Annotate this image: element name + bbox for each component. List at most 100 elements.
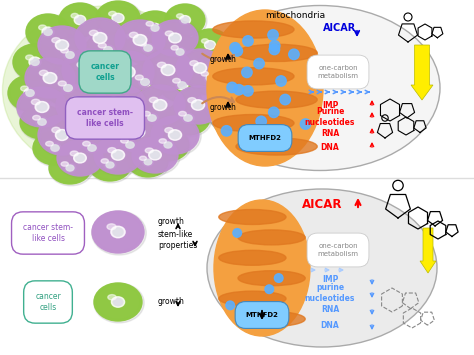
Ellipse shape [160,68,206,104]
Ellipse shape [171,131,180,138]
Ellipse shape [176,87,220,122]
Text: cancer stem-
like cells: cancer stem- like cells [23,223,73,243]
Ellipse shape [59,3,101,37]
Ellipse shape [190,61,198,66]
Ellipse shape [236,44,317,61]
Ellipse shape [136,12,174,44]
Ellipse shape [56,84,110,128]
Ellipse shape [200,5,440,170]
Ellipse shape [114,15,122,21]
Ellipse shape [121,138,128,143]
Ellipse shape [55,100,101,136]
Ellipse shape [70,131,116,167]
Ellipse shape [111,297,125,307]
Ellipse shape [26,14,70,50]
Ellipse shape [94,98,136,132]
Ellipse shape [62,49,114,91]
Ellipse shape [174,47,186,57]
Ellipse shape [149,97,158,103]
Ellipse shape [96,284,140,320]
Ellipse shape [93,33,107,44]
Ellipse shape [149,23,161,33]
Ellipse shape [93,127,107,138]
Circle shape [268,30,278,40]
Ellipse shape [57,42,66,49]
Ellipse shape [152,20,198,56]
Ellipse shape [73,153,86,163]
Ellipse shape [165,31,173,36]
Ellipse shape [89,149,131,181]
Ellipse shape [147,129,189,161]
Ellipse shape [19,88,65,126]
Circle shape [233,229,242,237]
Ellipse shape [123,68,133,76]
Ellipse shape [98,2,138,34]
Ellipse shape [174,86,224,126]
Ellipse shape [39,25,46,30]
Circle shape [274,274,283,282]
Ellipse shape [106,162,114,168]
Circle shape [243,86,253,96]
Ellipse shape [13,44,59,82]
Text: MTHFD2: MTHFD2 [248,135,282,141]
Ellipse shape [207,10,323,166]
Ellipse shape [238,271,305,286]
Ellipse shape [94,136,144,176]
Ellipse shape [94,136,142,174]
Ellipse shape [115,20,165,60]
Ellipse shape [151,152,159,158]
Ellipse shape [204,40,216,49]
Text: growth: growth [158,218,185,226]
Ellipse shape [75,18,127,60]
Ellipse shape [108,148,116,153]
Ellipse shape [122,64,170,102]
Ellipse shape [149,150,161,160]
Circle shape [276,76,286,86]
Ellipse shape [95,34,105,42]
Ellipse shape [137,87,183,124]
Ellipse shape [70,131,114,165]
Ellipse shape [153,99,167,110]
Ellipse shape [144,45,152,51]
Ellipse shape [146,21,154,26]
Ellipse shape [179,111,186,116]
Ellipse shape [82,141,91,146]
Ellipse shape [165,127,173,133]
Ellipse shape [55,40,69,50]
Ellipse shape [191,100,205,110]
Ellipse shape [161,36,200,68]
Circle shape [249,136,259,146]
Circle shape [254,58,264,69]
Ellipse shape [102,51,156,95]
Ellipse shape [92,97,138,133]
Ellipse shape [96,1,140,35]
Ellipse shape [99,79,111,89]
Ellipse shape [100,80,109,88]
Ellipse shape [133,34,147,45]
Ellipse shape [76,17,84,23]
Ellipse shape [27,15,68,49]
Ellipse shape [166,101,210,135]
Circle shape [234,84,244,95]
Ellipse shape [94,84,146,126]
Ellipse shape [109,11,116,16]
Ellipse shape [37,103,47,111]
Ellipse shape [147,129,191,163]
Ellipse shape [141,78,149,86]
Ellipse shape [38,115,86,155]
Ellipse shape [157,62,166,68]
Ellipse shape [182,113,194,123]
Ellipse shape [64,50,76,60]
Ellipse shape [71,13,78,18]
Ellipse shape [77,115,123,152]
Ellipse shape [143,50,195,92]
Ellipse shape [111,226,125,238]
Ellipse shape [124,140,136,150]
Ellipse shape [153,118,197,153]
Ellipse shape [180,16,191,24]
Ellipse shape [101,159,109,163]
Text: stem-like
properties: stem-like properties [158,230,197,250]
Ellipse shape [20,105,64,139]
Ellipse shape [131,126,145,137]
Ellipse shape [206,75,214,81]
